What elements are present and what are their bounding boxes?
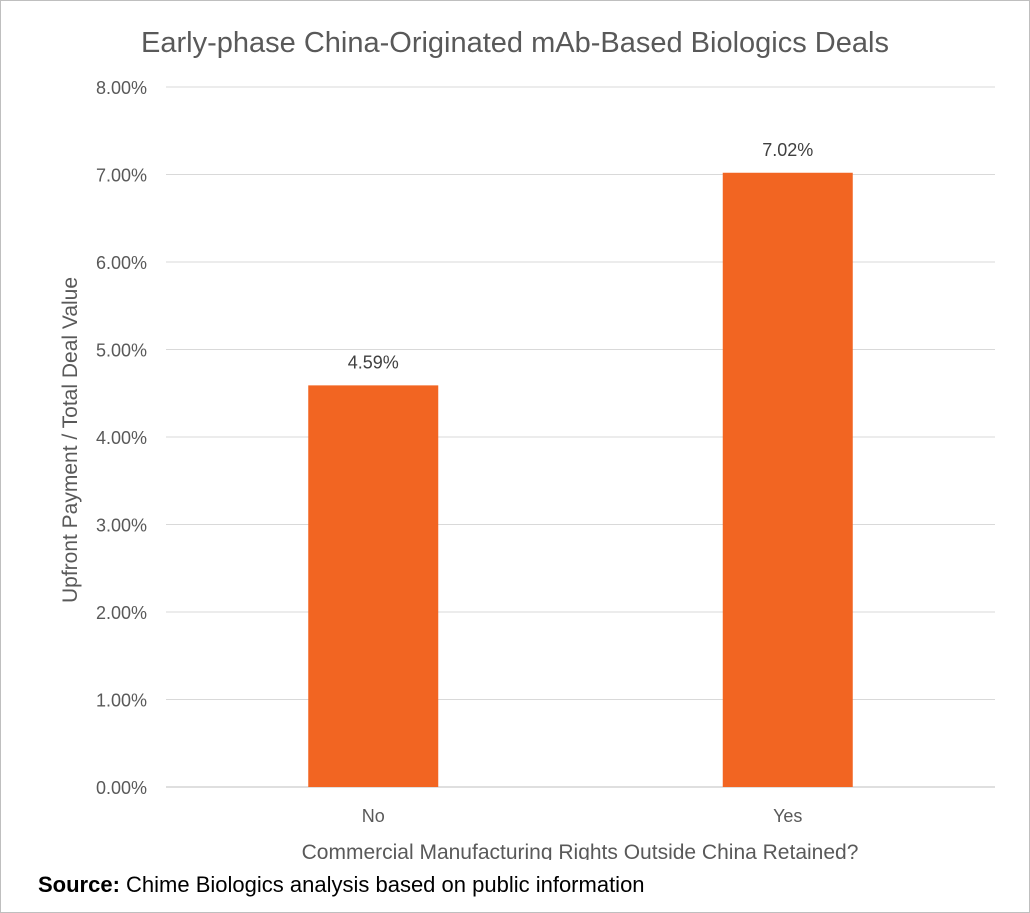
gridlines: [166, 86, 995, 788]
data-label: 7.02%: [762, 140, 813, 160]
chart-title: Early-phase China-Originated mAb-Based B…: [141, 27, 889, 59]
y-axis-ticks: 0.00% 1.00% 2.00% 3.00% 4.00% 5.00% 6.00% 7.00%…: [96, 78, 147, 798]
bar-no: [308, 385, 439, 787]
y-axis-label: Upfront Payment / Total Deal Value: [59, 277, 82, 603]
y-tick-label: 7.00%: [96, 166, 147, 186]
y-tick-label: 1.00%: [96, 691, 147, 711]
bar-data-labels: 4.59% 7.02%: [348, 140, 814, 373]
y-tick-label: 8.00%: [96, 78, 147, 98]
source-text: Chime Biologics analysis based on public…: [126, 872, 645, 897]
x-tick-label: No: [362, 806, 385, 826]
data-label: 4.59%: [348, 352, 399, 372]
source-note: Source: Chime Biologics analysis based o…: [38, 872, 645, 898]
y-tick-label: 2.00%: [96, 603, 147, 623]
bars: [308, 172, 853, 787]
y-tick-label: 4.00%: [96, 428, 147, 448]
y-tick-label: 5.00%: [96, 341, 147, 361]
x-axis-label-container: Commercial Manufacturing Rights Outside …: [200, 838, 960, 860]
source-label: Source:: [38, 872, 120, 897]
y-tick-label: 3.00%: [96, 516, 147, 536]
y-tick-label: 0.00%: [96, 778, 147, 798]
x-axis-ticks: No Yes: [362, 806, 803, 826]
y-tick-label: 6.00%: [96, 253, 147, 273]
x-tick-label: Yes: [773, 806, 802, 826]
x-axis-label: Commercial Manufacturing Rights Outside …: [301, 841, 859, 860]
bar-yes: [722, 172, 853, 787]
